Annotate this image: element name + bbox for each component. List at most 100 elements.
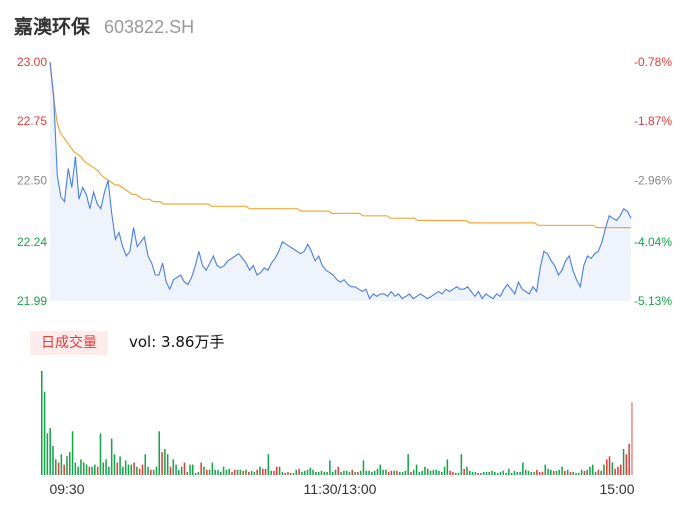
y-tick-label-right: -1.87% [634,114,672,128]
volume-bar [399,471,401,475]
volume-bar [200,462,202,475]
volume-bar [340,471,342,475]
volume-bar [138,468,141,475]
volume-bar [533,471,535,475]
volume-bar [351,469,354,475]
volume-bar [393,470,395,475]
volume-bar [287,471,289,475]
volume-bar [150,469,152,475]
volume-bar [580,469,583,475]
volume-bar [438,470,440,475]
volume-bar [298,468,300,475]
volume-bar [208,469,211,475]
volume-bar [189,464,191,475]
avg-price-line [49,61,631,229]
volume-bar [550,469,552,475]
volume-bar [144,454,147,475]
volume-bar [418,471,421,475]
volume-bar [561,466,563,475]
volume-bar [236,469,239,475]
volume-bar [566,469,569,475]
volume-bar [589,466,591,475]
volume-bar [345,470,348,475]
volume-bar [538,471,541,475]
x-tick-label: 11:30/13:00 [304,481,377,497]
volume-bar [611,462,614,475]
volume-bar [102,462,105,475]
y-tick-label: 22.50 [17,173,47,187]
volume-bar [510,472,513,475]
volume-value: 3.86万手 [161,333,225,351]
volume-bar [488,471,491,475]
volume-bar [449,470,451,475]
volume-bar [614,468,616,475]
price-panel [49,61,632,301]
volume-bar [303,470,306,475]
volume-bar [547,468,549,475]
volume-bar [415,464,418,475]
volume-bar [197,471,200,475]
volume-bar [516,471,519,475]
volume-bar [474,471,477,475]
volume-bar [600,470,602,475]
volume-bar [536,469,538,475]
volume-bar [606,459,608,475]
volume-bar [55,459,57,475]
volume-bar [631,402,633,475]
volume-bar [625,454,628,475]
volume-bar [469,470,471,475]
volume-bar [63,464,65,475]
volume-bar [306,469,309,475]
volume-bar [522,462,524,475]
volume-bar [460,454,463,475]
volume-bar [505,472,507,475]
volume-bar [586,469,588,475]
axis-labels: 23.00 -0.78% 22.75 -1.87% 22.50 -2.96% 22.24 -4… [17,55,672,497]
volume-bar [74,462,77,475]
volume-bar [317,471,320,475]
volume-bar [499,471,502,475]
volume-bar [371,471,373,475]
volume-bar [519,471,521,475]
volume-bar [326,471,328,475]
volume-bar [446,459,449,475]
volume-bar [43,391,46,475]
volume-bar [80,459,82,475]
volume-bar [91,466,93,475]
volume-bar [592,464,594,475]
volume-bar [52,445,54,475]
volume-bar [569,471,572,475]
volume-bar [331,471,334,475]
volume-bar [281,471,284,475]
volume-bar [250,470,253,475]
volume-bar [622,449,625,475]
x-tick-label: 09:30 [49,481,84,497]
volume-bar [301,471,303,475]
volume-bar [320,470,323,475]
volume-bar [508,468,510,475]
volume-bar [365,470,368,475]
volume-bar [597,469,600,475]
volume-bar [253,471,256,475]
volume-badge: 日成交量 [30,331,108,355]
volume-bar [183,462,186,475]
volume-bar [99,433,102,475]
volume-bar [387,471,390,475]
volume-bar [46,433,49,475]
volume-readout: vol: 3.86万手 [129,331,224,353]
volume-bar [390,470,393,475]
volume-bar [463,468,465,475]
y-tick-label: 21.99 [17,294,47,308]
volume-bar [152,469,155,475]
volume-bar [105,459,107,475]
volume-bar [77,466,79,475]
y-tick-label-right: -5.13% [634,294,672,308]
volume-bar [66,456,68,475]
volume-bar [295,469,298,475]
volume-bar [292,472,295,475]
volume-bar [494,471,496,475]
volume-bar [578,472,580,475]
volume-bar [278,466,281,475]
volume-bar [85,464,88,475]
